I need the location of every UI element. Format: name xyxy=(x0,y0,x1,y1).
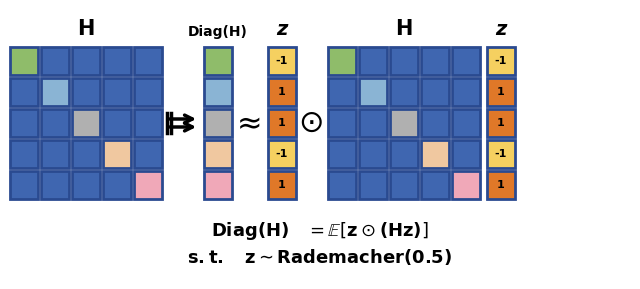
Bar xyxy=(72,140,100,168)
Bar xyxy=(359,78,387,106)
Text: $\mathbf{Diag(H)}$   $= \mathbb{E}[\mathbf{z} \odot \mathbf{(Hz)}]$: $\mathbf{Diag(H)}$ $= \mathbb{E}[\mathbf… xyxy=(211,220,429,242)
Text: -1: -1 xyxy=(276,149,288,159)
Bar xyxy=(390,109,418,137)
Bar xyxy=(328,78,356,106)
Text: -1: -1 xyxy=(495,56,507,66)
Bar xyxy=(359,109,387,137)
Bar xyxy=(390,47,418,75)
Bar xyxy=(103,78,131,106)
Text: 1: 1 xyxy=(278,180,286,190)
Bar xyxy=(421,78,449,106)
Bar xyxy=(41,171,69,199)
Text: 1: 1 xyxy=(497,87,505,97)
Bar xyxy=(134,109,162,137)
Bar xyxy=(487,109,515,137)
Bar xyxy=(72,171,100,199)
Bar xyxy=(268,109,296,137)
Bar xyxy=(134,78,162,106)
Bar xyxy=(421,109,449,137)
Text: Diag(H): Diag(H) xyxy=(188,25,248,39)
Text: z: z xyxy=(495,20,507,39)
Bar xyxy=(134,171,162,199)
Bar xyxy=(268,171,296,199)
Bar xyxy=(359,140,387,168)
Bar xyxy=(421,140,449,168)
Text: z: z xyxy=(276,20,288,39)
Bar xyxy=(41,78,69,106)
Bar xyxy=(134,140,162,168)
Bar xyxy=(10,109,38,137)
Bar xyxy=(452,171,480,199)
Bar xyxy=(487,78,515,106)
Bar xyxy=(204,171,232,199)
Bar xyxy=(268,47,296,75)
Bar xyxy=(72,47,100,75)
Bar xyxy=(204,109,232,137)
Text: 1: 1 xyxy=(278,118,286,128)
Bar xyxy=(359,171,387,199)
Bar xyxy=(72,109,100,137)
Bar xyxy=(103,47,131,75)
Bar xyxy=(134,47,162,75)
Text: $\odot$: $\odot$ xyxy=(298,108,323,138)
Bar xyxy=(390,140,418,168)
Bar xyxy=(452,140,480,168)
Bar xyxy=(268,140,296,168)
Text: $\approx$: $\approx$ xyxy=(231,108,261,138)
Bar xyxy=(41,47,69,75)
Bar xyxy=(204,140,232,168)
Bar xyxy=(10,78,38,106)
Bar xyxy=(204,78,232,106)
Bar xyxy=(452,47,480,75)
Text: -1: -1 xyxy=(276,56,288,66)
Bar xyxy=(390,171,418,199)
Bar xyxy=(452,109,480,137)
Bar xyxy=(328,47,356,75)
Text: $\mathbf{s.t.}$   $\mathbf{z} \sim \mathbf{Rademacher(0.5)}$: $\mathbf{s.t.}$ $\mathbf{z} \sim \mathbf… xyxy=(188,247,452,267)
Bar xyxy=(487,47,515,75)
Bar xyxy=(328,140,356,168)
Text: 1: 1 xyxy=(497,118,505,128)
Bar xyxy=(487,171,515,199)
Bar xyxy=(103,109,131,137)
Bar xyxy=(41,109,69,137)
Bar xyxy=(452,78,480,106)
Bar xyxy=(72,78,100,106)
Text: 1: 1 xyxy=(278,87,286,97)
Text: -1: -1 xyxy=(495,149,507,159)
Bar xyxy=(103,140,131,168)
Bar xyxy=(328,109,356,137)
Bar xyxy=(390,78,418,106)
Bar xyxy=(421,171,449,199)
Bar xyxy=(10,171,38,199)
Text: H: H xyxy=(396,19,413,39)
Text: H: H xyxy=(77,19,95,39)
Bar xyxy=(103,171,131,199)
Text: 1: 1 xyxy=(497,180,505,190)
Bar xyxy=(10,140,38,168)
Bar xyxy=(268,78,296,106)
Bar xyxy=(204,47,232,75)
Bar xyxy=(328,171,356,199)
Bar xyxy=(41,140,69,168)
Bar xyxy=(359,47,387,75)
Bar xyxy=(10,47,38,75)
Bar xyxy=(487,140,515,168)
Bar xyxy=(421,47,449,75)
